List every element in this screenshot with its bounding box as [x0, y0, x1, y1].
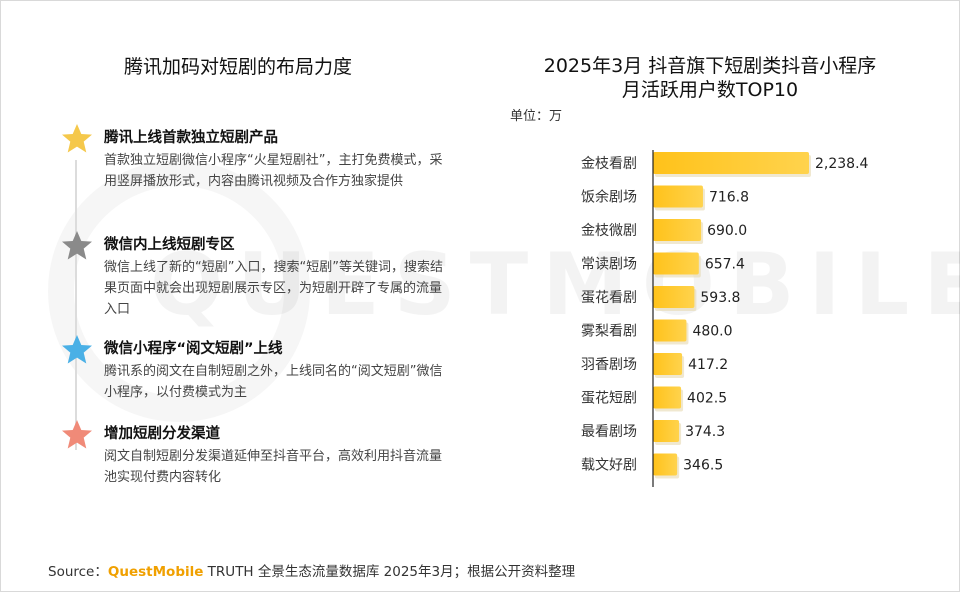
value-label: 716.8: [709, 190, 749, 206]
source-prefix: Source：: [48, 564, 108, 580]
category-label: 常读剧场: [581, 256, 637, 273]
bar-chart: 金枝看剧 2,238.4 饭余剧场 716.8 金枝微剧 690.0 常读剧场 657.4 蛋花…: [581, 150, 869, 487]
value-label: 480.0: [692, 324, 732, 340]
left-panel-title: 腾讯加码对短剧的布局力度: [124, 56, 353, 78]
chart-unit: 单位：万: [510, 109, 563, 124]
chart-title: 2025年3月 抖音旗下短剧类抖音小程序 月活跃用户数TOP10: [490, 54, 930, 102]
category-label: 金枝微剧: [581, 223, 637, 239]
bar: [653, 286, 695, 308]
item-title: 增加短剧分发渠道: [104, 426, 220, 442]
item-desc: 微信上线了新的“短剧”入口，搜索“短剧”等关键词，搜索结果页面中就会出现短剧展示…: [104, 260, 443, 317]
item-title: 腾讯上线首款独立短剧产品: [104, 130, 278, 146]
value-label: 690.0: [707, 223, 747, 239]
value-label: 374.3: [685, 424, 725, 440]
chart-title-line1: 2025年3月 抖音旗下短剧类抖音小程序: [543, 55, 877, 77]
value-label: 402.5: [687, 391, 727, 407]
category-label: 蛋花看剧: [581, 290, 637, 306]
source-brand: QuestMobile: [107, 564, 204, 580]
source-line: Source：QuestMobile TRUTH 全景生态流量数据库 2025年…: [48, 560, 575, 580]
value-label: 346.5: [683, 458, 723, 474]
source-rest: TRUTH 全景生态流量数据库 2025年3月；根据公开资料整理: [203, 564, 576, 580]
bar: [653, 185, 703, 208]
category-label: 载文好剧: [581, 458, 637, 474]
value-label: 417.2: [688, 357, 728, 373]
category-label: 羽香剧场: [581, 357, 637, 373]
category-label: 金枝看剧: [581, 156, 637, 172]
bar: [653, 252, 699, 275]
item-desc: 腾讯系的阅文在自制短剧之外，上线同名的“阅文短剧”微信小程序，以付费模式为主: [104, 364, 443, 400]
bar: [653, 319, 687, 342]
bar: [653, 420, 680, 442]
bar: [653, 353, 683, 375]
star-icon: [62, 231, 92, 260]
watermark: QUESTMOBILE: [150, 235, 960, 335]
item-desc: 阅文自制短剧分发渠道延伸至抖音平台，高效利用抖音流量池实现付费内容转化: [104, 449, 443, 485]
timeline-line: [75, 160, 77, 450]
item-title: 微信小程序“阅文短剧”上线: [104, 341, 283, 357]
bar: [653, 152, 809, 174]
item-desc: 首款独立短剧微信小程序“火星短剧社”，主打免费模式，采用竖屏播放形式，内容由腾讯…: [104, 153, 443, 189]
category-label: 蛋花短剧: [581, 391, 637, 407]
star-icon: [62, 420, 92, 449]
category-label: 最看剧场: [581, 424, 637, 440]
star-icon: [62, 124, 92, 153]
bar: [653, 386, 682, 409]
category-label: 雾梨看剧: [581, 324, 637, 340]
star-icon: [62, 335, 92, 364]
value-label: 593.8: [700, 290, 740, 306]
bar: [653, 453, 678, 476]
value-label: 2,238.4: [815, 156, 869, 172]
category-label: 饭余剧场: [581, 189, 637, 206]
item-title: 微信内上线短剧专区: [104, 237, 235, 253]
value-label: 657.4: [705, 257, 745, 273]
bar: [653, 219, 702, 241]
chart-title-line2: 月活跃用户数TOP10: [621, 79, 799, 101]
